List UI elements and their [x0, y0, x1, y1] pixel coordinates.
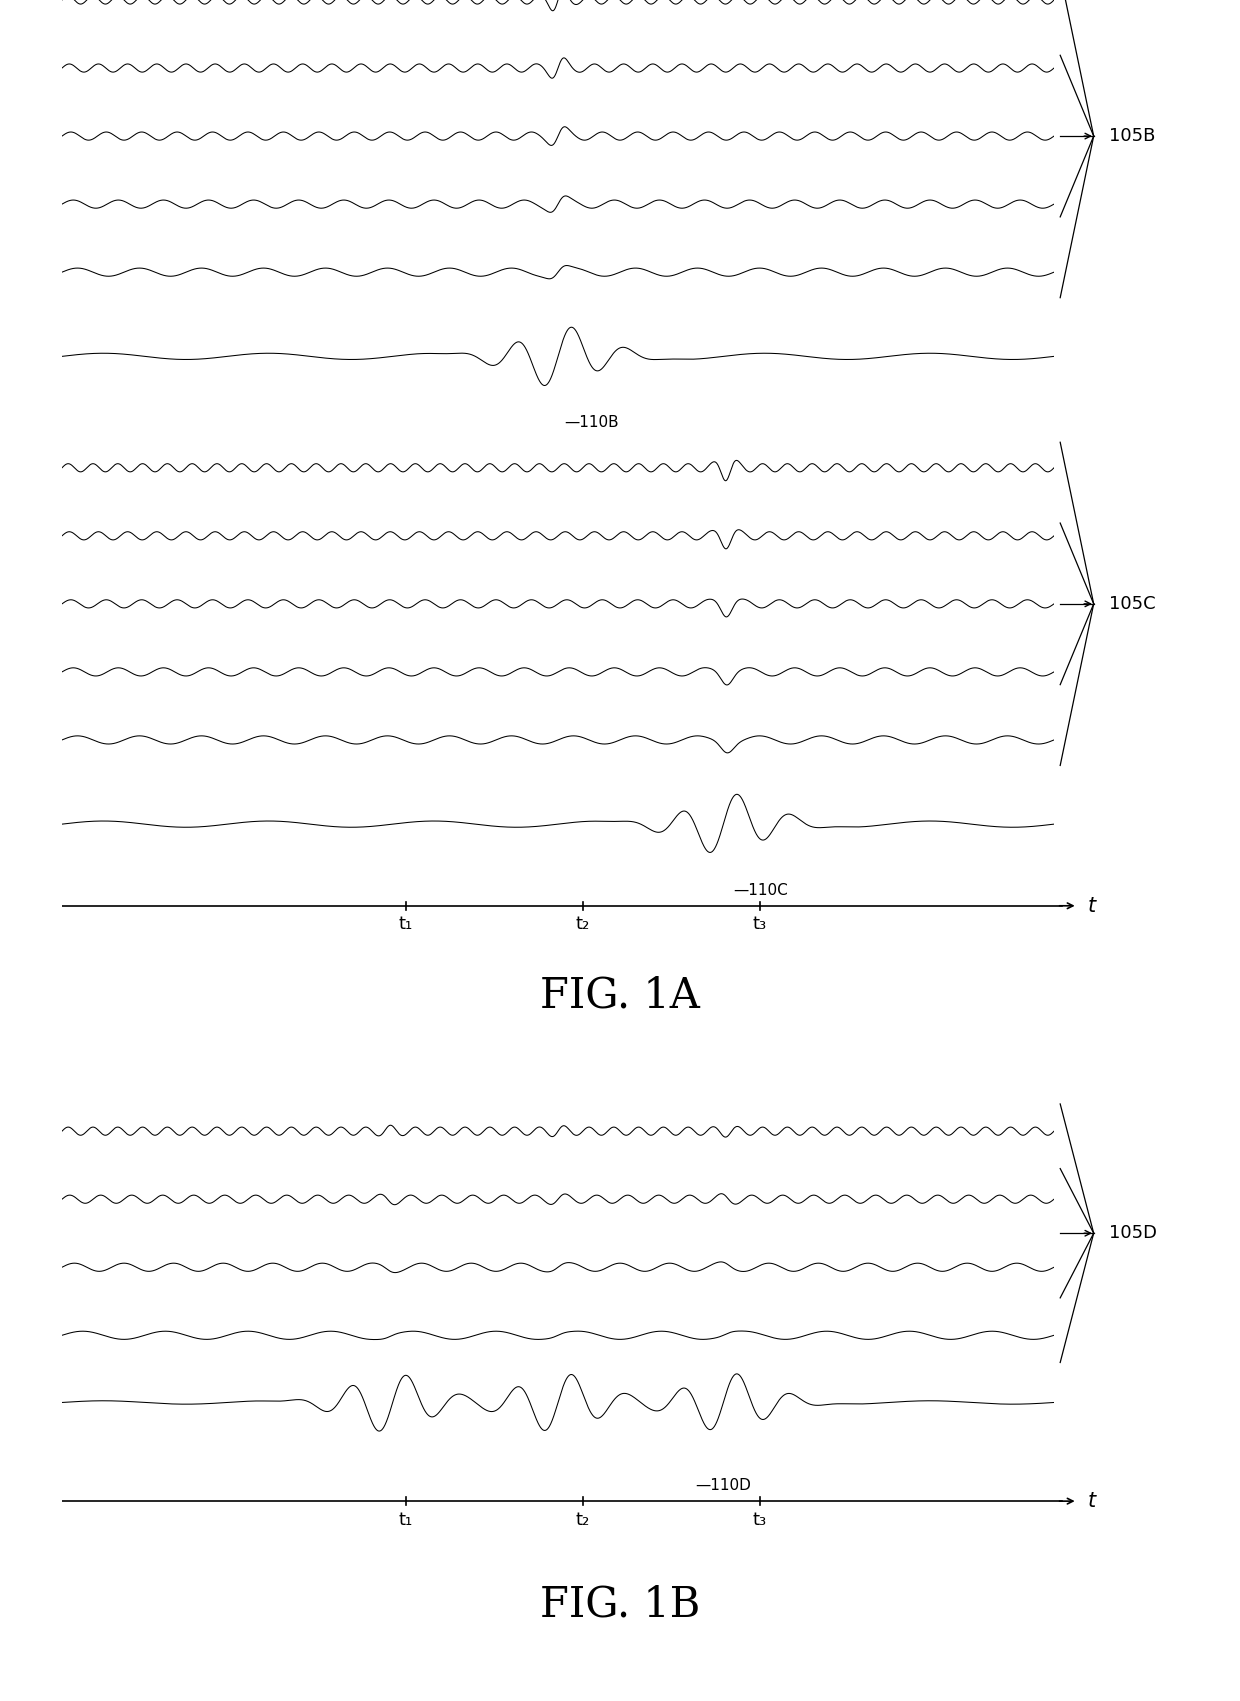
Text: 105C: 105C: [1109, 595, 1156, 612]
Text: t₂: t₂: [575, 915, 590, 934]
Text: —110D: —110D: [696, 1478, 751, 1493]
Text: FIG. 1A: FIG. 1A: [541, 975, 699, 1015]
Text: t: t: [1087, 1492, 1096, 1510]
Text: t₃: t₃: [753, 915, 766, 934]
Text: —110B: —110B: [564, 415, 619, 430]
Text: t₁: t₁: [398, 915, 413, 934]
Text: —110C: —110C: [733, 883, 787, 898]
Text: t: t: [1087, 896, 1096, 915]
Text: t₁: t₁: [398, 1510, 413, 1529]
Text: 105D: 105D: [1109, 1225, 1157, 1242]
Text: t₂: t₂: [575, 1510, 590, 1529]
Text: FIG. 1B: FIG. 1B: [539, 1584, 701, 1624]
Text: 105B: 105B: [1109, 128, 1154, 145]
Text: t₃: t₃: [753, 1510, 766, 1529]
